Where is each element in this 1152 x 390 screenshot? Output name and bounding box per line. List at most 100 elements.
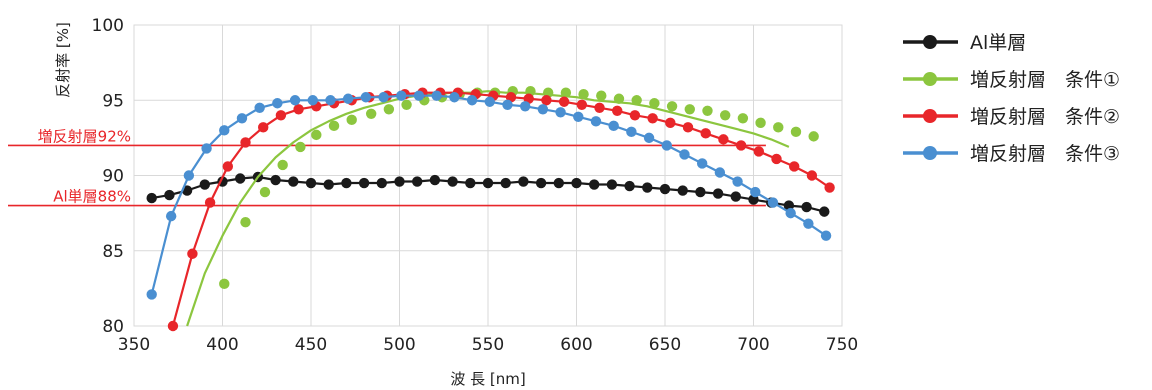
data-point-1-6	[328, 120, 340, 132]
data-point-2-23	[576, 99, 588, 110]
x-tick-label-1: 400	[206, 335, 238, 355]
data-point-1-1	[240, 216, 251, 228]
series-layer	[146, 86, 835, 332]
data-point-3-5	[236, 113, 248, 124]
data-point-2-35	[789, 161, 800, 172]
data-point-2-26	[629, 110, 641, 121]
data-point-0-30	[677, 185, 688, 196]
data-point-0-26	[606, 179, 618, 190]
data-point-3-13	[378, 92, 389, 103]
data-point-3-11	[342, 93, 354, 104]
data-point-3-32	[714, 167, 726, 178]
data-point-3-14	[396, 90, 407, 101]
x-tick-label-8: 750	[826, 335, 858, 355]
data-point-3-4	[219, 125, 230, 136]
data-point-1-23	[631, 95, 642, 106]
data-point-2-29	[682, 122, 694, 133]
data-point-2-5	[258, 122, 269, 133]
data-point-2-3	[222, 161, 234, 172]
data-point-2-28	[665, 117, 676, 129]
data-point-0-16	[429, 174, 441, 186]
y-tick-label-1: 85	[102, 242, 124, 262]
data-point-3-26	[608, 120, 619, 132]
data-point-1-19	[560, 87, 572, 98]
data-point-1-29	[737, 113, 749, 124]
data-point-1-32	[790, 126, 802, 138]
data-point-2-27	[647, 113, 658, 124]
data-point-2-25	[612, 105, 623, 116]
legend-marker-0	[923, 35, 937, 49]
data-point-1-8	[365, 108, 377, 119]
data-point-0-11	[341, 177, 352, 189]
x-tick-label-6: 650	[649, 335, 681, 355]
data-point-0-25	[589, 179, 600, 190]
data-point-3-35	[767, 197, 779, 208]
data-point-0-32	[712, 188, 724, 199]
data-point-3-25	[590, 116, 602, 127]
data-point-0-9	[305, 177, 317, 189]
data-point-3-23	[555, 107, 566, 118]
data-point-3-31	[696, 158, 708, 169]
x-tick-label-0: 350	[118, 335, 150, 355]
data-point-0-29	[659, 183, 671, 195]
reference-label-0: 増反射層92%	[38, 127, 131, 145]
data-point-1-25	[666, 101, 678, 112]
data-point-0-23	[553, 177, 564, 189]
data-point-1-2	[259, 186, 271, 198]
series-line-1	[186, 90, 790, 327]
data-point-2-24	[594, 102, 605, 113]
data-point-3-29	[661, 140, 672, 151]
data-point-1-5	[311, 129, 322, 141]
data-point-2-32	[735, 140, 747, 151]
y-tick-label-0: 80	[102, 317, 124, 337]
data-point-3-16	[431, 90, 442, 101]
data-point-1-10	[401, 99, 412, 110]
data-point-3-8	[289, 95, 301, 106]
data-point-2-34	[771, 153, 782, 165]
data-point-3-7	[272, 98, 283, 109]
x-tick-label-2: 450	[295, 335, 327, 355]
data-point-0-3	[199, 179, 210, 190]
data-point-3-3	[201, 143, 212, 154]
data-point-2-21	[541, 95, 552, 106]
x-tick-label-3: 500	[383, 335, 415, 355]
data-point-1-30	[755, 117, 766, 129]
data-point-1-21	[596, 90, 607, 101]
data-point-0-24	[571, 177, 582, 189]
data-point-3-9	[307, 95, 318, 106]
data-point-0-27	[624, 180, 635, 192]
x-tick-label-4: 550	[472, 335, 504, 355]
data-point-3-10	[325, 95, 336, 106]
data-point-2-1	[187, 248, 198, 259]
data-point-0-1	[164, 189, 175, 201]
data-point-0-0	[146, 192, 157, 204]
data-point-0-33	[730, 191, 741, 202]
data-point-1-22	[613, 93, 625, 104]
data-point-0-10	[323, 179, 334, 190]
data-point-3-22	[537, 104, 549, 115]
data-point-0-15	[412, 176, 423, 187]
y-axis-label: 反射率 [%]	[54, 22, 72, 98]
data-point-1-26	[684, 104, 695, 115]
data-point-3-36	[785, 207, 796, 219]
x-tick-label-7: 700	[737, 335, 769, 355]
data-point-1-20	[578, 89, 589, 100]
data-point-3-17	[449, 92, 460, 103]
data-point-3-27	[626, 126, 637, 138]
data-point-2-2	[204, 197, 216, 208]
data-point-0-38	[819, 206, 830, 217]
data-point-0-31	[695, 186, 706, 198]
data-point-0-12	[358, 177, 370, 189]
data-point-0-8	[288, 176, 299, 187]
reference-label-1: Al単層88%	[53, 188, 131, 206]
data-point-0-17	[447, 176, 458, 187]
data-point-0-21	[518, 176, 529, 187]
data-point-1-31	[773, 122, 784, 133]
data-point-3-12	[360, 92, 372, 103]
y-tick-label-2: 90	[102, 167, 124, 187]
legend-label-2: 増反射層 条件②	[970, 106, 1120, 128]
data-point-2-0	[167, 320, 179, 332]
data-point-0-37	[801, 201, 812, 213]
